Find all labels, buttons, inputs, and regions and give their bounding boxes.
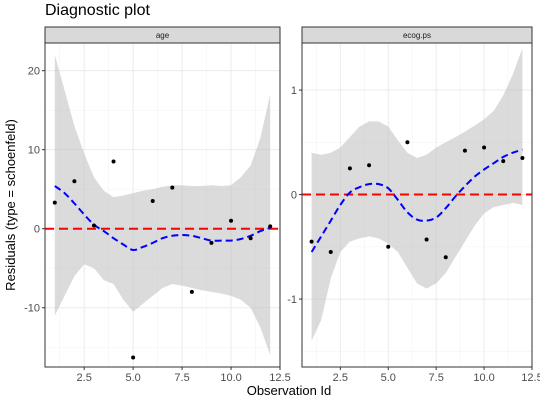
facet-panel-2: ecog.ps 2.5 5.0 7.5 10.0 12.5 -1 0 1 — [287, 26, 540, 384]
plot-area — [302, 48, 532, 341]
x-tick-label: 5.0 — [381, 372, 396, 384]
panel-border — [301, 42, 533, 368]
data-point — [424, 237, 429, 242]
data-point — [209, 240, 214, 245]
data-point — [482, 145, 487, 150]
y-tick-label: 0 — [34, 224, 40, 236]
smooth-fit-line — [54, 185, 271, 252]
data-point — [150, 199, 155, 204]
confidence-band — [54, 54, 271, 356]
y-tick-label: 20 — [28, 66, 40, 78]
x-axis-title: Observation Id — [247, 383, 332, 398]
y-tick-label: 1 — [291, 85, 297, 97]
data-point — [52, 200, 57, 205]
x-tick-label: 7.5 — [174, 372, 189, 384]
data-point — [268, 224, 273, 229]
x-tick-label: 10.0 — [220, 372, 241, 384]
facet-strip-label: ecog.ps — [403, 31, 431, 40]
data-point — [367, 163, 372, 168]
x-tick-label: 2.5 — [333, 372, 348, 384]
data-point — [131, 355, 136, 360]
x-tick-label: 12.5 — [521, 372, 540, 384]
y-tick-label: 10 — [28, 145, 40, 157]
facet-strip-label: age — [156, 31, 170, 40]
data-point — [520, 155, 525, 160]
y-tick-label: 0 — [291, 190, 297, 202]
x-tick-label: 12.5 — [269, 372, 290, 384]
smooth-fit-line — [310, 148, 523, 253]
x-tick-label: 10.0 — [473, 372, 494, 384]
data-point — [501, 159, 506, 164]
x-tick-label: 2.5 — [77, 372, 92, 384]
data-point — [386, 244, 391, 249]
data-point — [72, 179, 77, 184]
data-point — [111, 159, 116, 164]
y-axis-title: Residuals (type = schoenfeld) — [3, 119, 18, 291]
data-point — [309, 239, 314, 244]
y-tick-label: -1 — [287, 294, 297, 306]
data-point — [328, 250, 333, 255]
data-point — [170, 185, 175, 190]
x-tick-label: 5.0 — [125, 372, 140, 384]
facet-panel-1: age 2.5 5.0 7.5 10.0 12.5 -10 0 10 20 — [24, 26, 291, 384]
data-point — [229, 218, 234, 223]
data-point — [462, 148, 467, 153]
panel-border — [44, 42, 281, 368]
data-point — [91, 223, 96, 228]
data-point — [405, 140, 410, 145]
x-tick-label: 7.5 — [429, 372, 444, 384]
data-point — [443, 255, 448, 260]
data-point — [189, 289, 194, 294]
data-point — [347, 166, 352, 171]
y-tick-label: -10 — [24, 303, 40, 315]
plot-area — [45, 54, 280, 360]
plot-title: Diagnostic plot — [45, 2, 150, 19]
data-point — [248, 236, 253, 241]
